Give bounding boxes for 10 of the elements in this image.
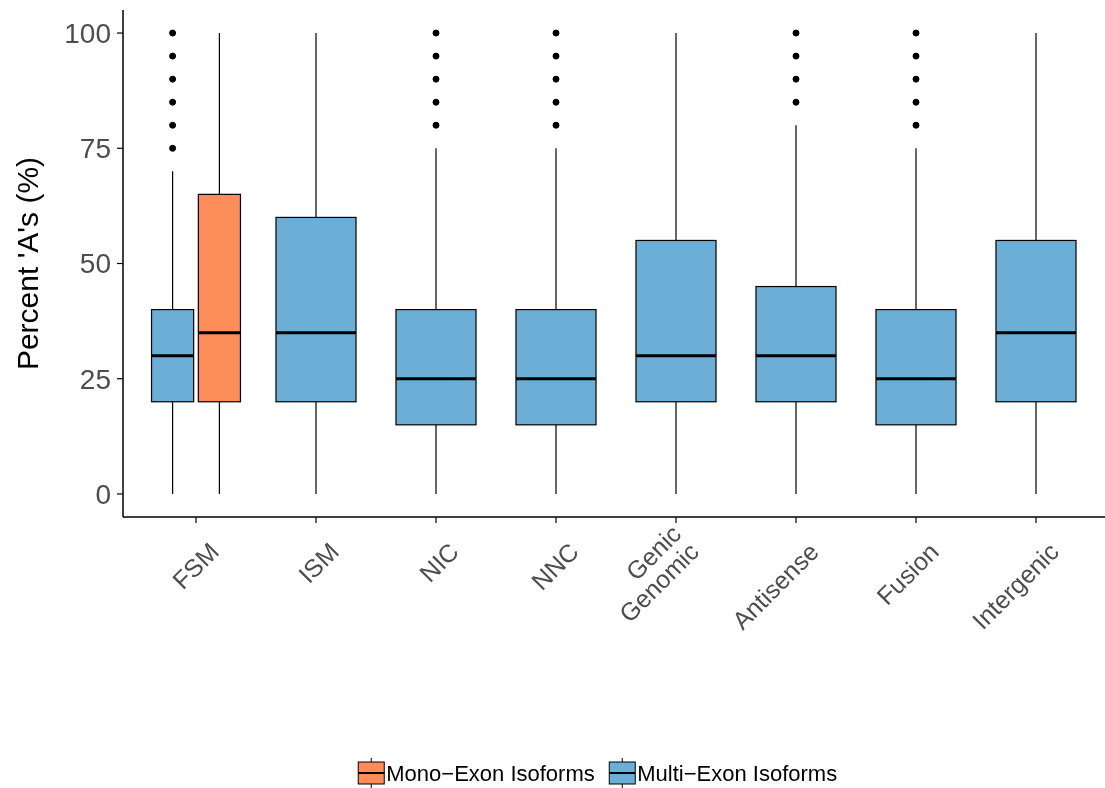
y-tick-label: 100 [64,17,111,49]
x-tick-label: NIC [413,537,464,588]
y-axis-title: Percent 'A's (%) [11,156,44,371]
y-tick-label: 75 [79,133,111,165]
y-tick-label: 0 [95,478,111,510]
legend-label: Mono−Exon Isoforms [386,760,595,786]
legend-label: Multi−Exon Isoforms [637,760,838,786]
x-tick-label: ISM [292,537,344,589]
y-tick-label: 50 [79,248,111,280]
y-tick-label: 25 [79,363,111,395]
